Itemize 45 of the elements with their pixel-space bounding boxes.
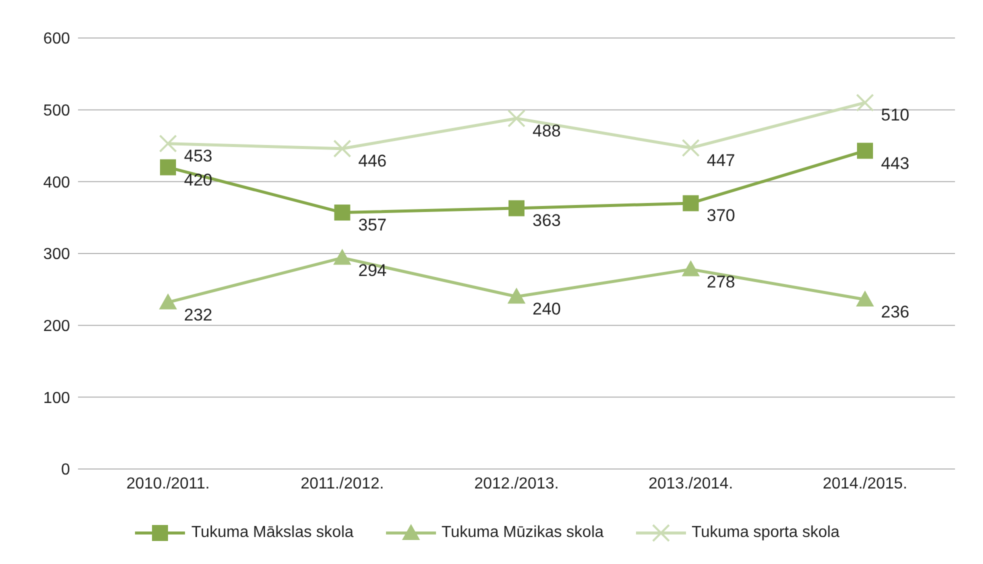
data-label: 447 [706,150,736,170]
y-tick-label: 100 [43,390,70,407]
point [333,248,352,265]
point [682,195,699,212]
point [682,260,700,276]
point [159,134,177,153]
data-label: 240 [532,300,561,319]
data-label: 488 [532,121,561,140]
x-tick-label: 2012./2013. [474,475,559,492]
x-tick-label: 2010./2011. [126,475,210,492]
x-tick-label: 2013./2014. [648,475,734,492]
data-label: 420 [184,170,212,190]
data-label: 278 [706,272,736,292]
data-label: 370 [706,206,736,226]
legend-label: Tukuma sporta skola [692,524,840,542]
data-label: 363 [532,211,561,230]
x-tick-label: 2011./2012. [300,475,384,492]
y-tick-label: 200 [43,318,70,336]
data-label: 443 [881,154,910,173]
legend-label: Tukuma Mūzikas skola [442,524,604,542]
data-label: 510 [881,106,910,125]
x-tick-label: 2014./2015. [822,475,908,492]
point [334,204,350,221]
point [508,200,524,216]
data-label: 446 [358,152,387,171]
y-tick-label: 300 [43,246,70,264]
data-label: 357 [358,216,387,235]
y-tick-label: 500 [43,102,70,120]
y-tick-label: 0 [61,462,70,479]
y-tick-label: 600 [43,30,70,48]
y-tick-label: 400 [43,174,70,192]
point [508,109,526,128]
data-label: 232 [184,305,212,324]
data-label: 453 [184,146,212,166]
point [856,94,874,112]
legend-label: Tukuma Mākslas skola [191,524,354,542]
point [856,290,874,306]
point [160,159,176,176]
point [333,140,352,158]
data-label: 294 [358,260,387,280]
point [159,293,177,310]
point [857,142,873,159]
point [508,288,526,304]
point [682,138,700,157]
data-label: 236 [881,302,910,322]
